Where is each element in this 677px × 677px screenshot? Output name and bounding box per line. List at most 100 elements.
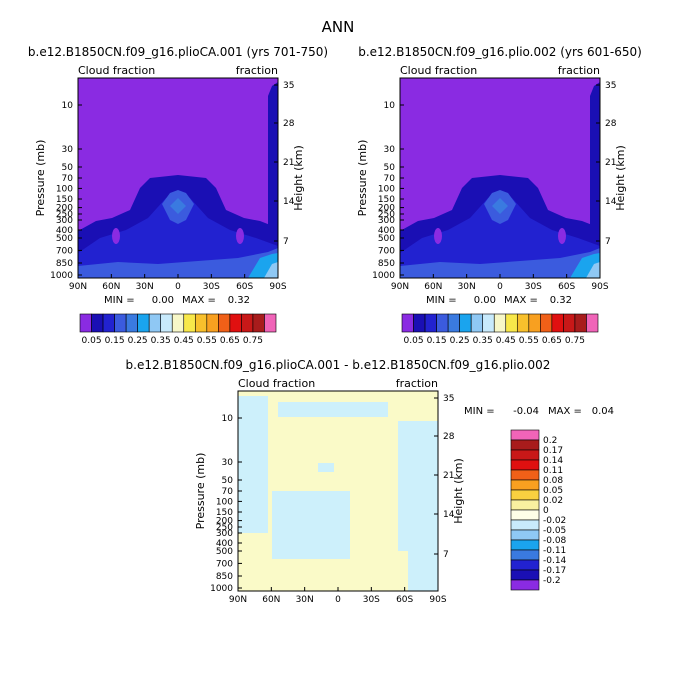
height-tick-label: 35: [283, 81, 294, 91]
chart-panel-3: b.e12.B1850CN.f09_g16.plioCA.001 - b.e12…: [126, 358, 614, 605]
units-label: fraction: [396, 377, 438, 390]
colorbar-label: -0.14: [543, 556, 567, 566]
x-tick-label: 0: [175, 282, 181, 292]
colorbar-swatch: [183, 313, 196, 333]
height-tick-label: 28: [283, 119, 295, 129]
y-tick-label: 500: [56, 234, 73, 244]
field-label: Cloud fraction: [78, 64, 155, 77]
colorbar-swatch: [91, 313, 104, 333]
colorbar-swatch: [171, 313, 185, 333]
clear-pocket-right: [236, 228, 244, 244]
x-tick-label: 90N: [229, 595, 247, 605]
field-label: Cloud fraction: [238, 377, 315, 390]
colorbar-swatch: [470, 313, 484, 333]
colorbar-swatch: [160, 313, 173, 333]
y-tick-label: 50: [62, 163, 74, 173]
colorbar-label: 0.75: [243, 336, 263, 346]
colorbar-swatch: [424, 313, 437, 333]
colorbar-swatch: [102, 313, 115, 333]
min-value: 0.00: [474, 295, 496, 306]
colorbar-swatch: [510, 559, 540, 571]
cloud-max-core: [586, 262, 600, 278]
colorbar-label: 0.05: [543, 486, 563, 496]
y-axis-title-right: Height (km): [292, 145, 305, 211]
colorbar-label: -0.17: [543, 566, 566, 576]
colorbar-swatch: [229, 313, 242, 333]
colorbar: 0.05 0.15 0.25 0.35 0.45 0.55 0.65 0.75: [401, 313, 599, 346]
y-tick-label: 500: [216, 547, 233, 557]
y-tick-label: 1000: [210, 584, 233, 594]
colorbar: 0.05 0.15 0.25 0.35 0.45 0.55 0.65 0.75: [79, 313, 277, 346]
clear-pocket-left: [434, 228, 442, 244]
y-tick-label: 250: [378, 210, 395, 220]
colorbar-swatch: [510, 479, 540, 491]
height-tick-label: 28: [605, 119, 617, 129]
clear-pocket-left: [112, 228, 120, 244]
colorbar-swatch: [510, 439, 540, 451]
height-tick-label: 7: [605, 237, 611, 247]
height-tick-label: 14: [283, 197, 295, 207]
negative-region-south: [398, 421, 438, 551]
cloud-layer-surface: [400, 248, 600, 278]
colorbar-swatch: [510, 429, 540, 441]
cloud-core-inner: [492, 198, 508, 214]
colorbar-label: 0.35: [151, 336, 171, 346]
colorbar-swatch: [206, 313, 219, 333]
units-label: fraction: [236, 64, 278, 77]
min-value: 0.00: [152, 295, 174, 306]
y-tick-label: 100: [56, 184, 73, 194]
y-axis-title: Pressure (mb): [356, 140, 369, 217]
colorbar-swatch: [551, 313, 564, 333]
x-tick-label: 90S: [269, 282, 286, 292]
colorbar-label: 0.65: [220, 336, 240, 346]
colorbar-swatch: [436, 313, 449, 333]
colorbar-swatch: [574, 313, 587, 333]
contour-field: [400, 78, 600, 278]
max-label: MAX =: [548, 406, 582, 417]
y-tick-label: 70: [62, 174, 74, 184]
y-tick-label: 10: [62, 101, 74, 111]
colorbar-swatch: [510, 519, 540, 531]
colorbar-swatch: [218, 313, 231, 333]
colorbar-label: 0.55: [519, 336, 539, 346]
height-tick-label: 21: [283, 158, 294, 168]
height-tick-label: 14: [605, 197, 617, 207]
colorbar-label: 0: [543, 506, 549, 516]
y-tick-label: 300: [378, 216, 395, 226]
y-tick-label: 150: [56, 195, 73, 205]
y-tick-label: 200: [216, 517, 233, 527]
page-title: ANN: [322, 18, 355, 36]
max-value: 0.32: [550, 295, 572, 306]
colorbar-label: -0.05: [543, 526, 566, 536]
y-tick-label: 850: [216, 572, 233, 582]
colorbar-label: 0.15: [427, 336, 447, 346]
cloud-layer-mid: [400, 193, 600, 278]
negative-band-upper: [278, 402, 388, 417]
colorbar-swatch: [540, 313, 553, 333]
y-tick-label: 400: [216, 539, 233, 549]
colorbar-swatch: [510, 469, 540, 481]
y-axis-title-right: Height (km): [614, 145, 627, 211]
max-label: MAX =: [182, 295, 216, 306]
y-tick-label: 70: [384, 174, 396, 184]
x-tick-label: 90N: [391, 282, 409, 292]
y-tick-label: 700: [56, 246, 73, 256]
colorbar-swatch: [528, 313, 541, 333]
height-tick-label: 21: [605, 158, 616, 168]
x-tick-label: 30S: [525, 282, 542, 292]
height-tick-label: 35: [443, 394, 454, 404]
min-label: MIN =: [104, 295, 135, 306]
cloud-layer-surface: [78, 248, 278, 278]
height-tick-label: 28: [443, 432, 455, 442]
colorbar-label: -0.11: [543, 546, 566, 556]
colorbar-swatch: [413, 313, 426, 333]
colorbar-label: 0.45: [496, 336, 516, 346]
x-tick-label: 30N: [296, 595, 314, 605]
colorbar-swatch: [241, 313, 254, 333]
height-tick-label: 7: [283, 237, 289, 247]
y-tick-label: 50: [384, 163, 396, 173]
x-tick-label: 60S: [236, 282, 253, 292]
y-tick-label: 850: [56, 259, 73, 269]
y-tick-label: 300: [56, 216, 73, 226]
